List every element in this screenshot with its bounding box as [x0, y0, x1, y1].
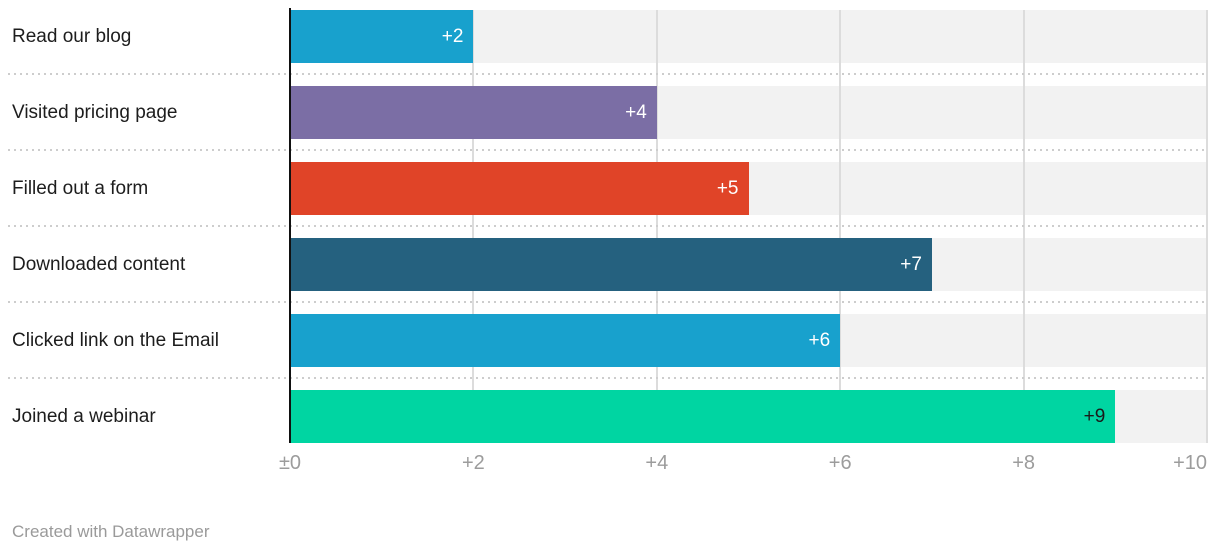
bar: +5 [290, 162, 749, 215]
axis-tick-label: +6 [828, 452, 852, 474]
category-label: Downloaded content [12, 253, 186, 275]
category-label: Joined a webinar [12, 405, 156, 427]
axis-tick-label: +8 [1012, 452, 1035, 474]
row-separator [8, 377, 1207, 379]
axis-tick-label: ±0 [278, 452, 302, 474]
value-label: +4 [625, 101, 647, 123]
row-separator [8, 301, 1207, 303]
axis-baseline [289, 8, 291, 443]
value-label: +5 [716, 177, 739, 199]
value-label: +2 [441, 25, 464, 47]
category-label: Read our blog [12, 25, 132, 47]
row-separator [8, 73, 1207, 75]
row-separator [8, 225, 1207, 227]
category-label: Clicked link on the Email [12, 329, 219, 351]
bar: +7 [290, 238, 932, 291]
axis-tick-label: +2 [461, 452, 485, 474]
category-label: Visited pricing page [12, 101, 178, 123]
bar: +4 [290, 86, 657, 139]
bar: +2 [290, 10, 474, 63]
value-label: +6 [808, 329, 831, 351]
gridline [1206, 10, 1208, 443]
axis-tick-label: +4 [645, 452, 669, 474]
datawrapper-credit-link[interactable]: Created with Datawrapper [12, 522, 210, 541]
bar: +9 [290, 390, 1116, 443]
axis-tick-label: +10 [1173, 452, 1207, 474]
value-label: +7 [900, 253, 922, 275]
value-label: +9 [1083, 405, 1106, 427]
row-separator [8, 149, 1207, 151]
bar: +6 [290, 314, 841, 367]
category-label: Filled out a form [12, 177, 149, 199]
